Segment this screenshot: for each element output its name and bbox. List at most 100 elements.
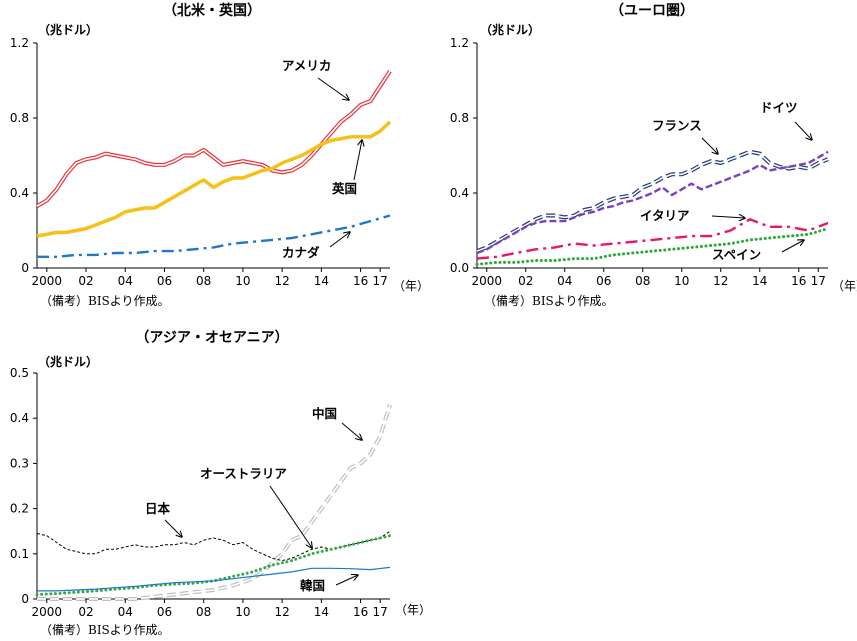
arrow-italy [711,216,745,218]
x-tick-label: 10 [235,605,250,619]
x-tick-label: 04 [118,274,133,288]
annotation-label-australia: オーストラリア [200,466,287,481]
x-tick-label: 12 [274,605,289,619]
plot-area: 0 0.4 0.8 1.2 2000 02 04 06 08 10 12 14 16 17 [10,36,392,288]
x-axis-unit-label: （年） [393,279,429,293]
panel-title: （ユーロ圏） [610,3,694,19]
series-line-3 [35,534,392,596]
y-tick-label: 0.8 [450,111,469,125]
y-tick-label: 0.8 [10,111,29,125]
annotation-arrows [701,121,812,253]
annotation-label-spain: スペイン [712,247,761,262]
annotation-label-uk: 英国 [332,181,357,196]
x-tick-label: 02 [78,605,93,619]
x-tick-label: 12 [713,274,728,288]
series-line-2 [36,530,391,562]
panel-title: （アジア・オセアニア） [135,330,288,346]
arrow-france [701,137,718,154]
y-tick-label: 0.4 [10,186,29,200]
y-tick-label: 0.0 [450,261,469,275]
source-note: （備考）BISより作成。 [40,293,170,308]
x-tick-label: 2000 [32,274,63,288]
y-tick-label: 0 [21,261,29,275]
x-tick-label: 06 [157,605,172,619]
annotation-label-usa: アメリカ [282,58,331,73]
panel-title: （北米・英国） [163,2,261,19]
annotation-label-italy: イタリア [640,208,690,223]
y-axis-unit-label: （兆ドル） [480,22,540,37]
x-tick-label: 02 [78,274,93,288]
arrow-australia [269,485,312,548]
x-tick-label: 17 [811,274,826,288]
series-line-2 [476,150,829,255]
series-line-3 [37,214,391,258]
x-axis-unit-label: （年） [395,603,431,617]
panel-north-america-uk: （北米・英国） （兆ドル） （年） （備考）BISより作成。 アメリカ 英国 カ… [10,2,429,308]
x-tick-label: 14 [314,274,329,288]
series-line-1-inner [37,404,391,600]
x-tick-label: 06 [596,274,611,288]
x-tick-label: 08 [196,605,211,619]
source-note: （備考）BISより作成。 [40,622,170,637]
annotation-label-china: 中国 [312,406,337,421]
arrow-korea [335,575,358,586]
y-tick-label: 0.4 [450,186,469,200]
annotation-label-korea: 韓国 [300,578,325,593]
y-axis-unit-label: （兆ドル） [38,22,98,37]
annotation-label-japan: 日本 [145,501,171,516]
x-tick-label: 10 [674,274,689,288]
y-tick-label: 0.1 [10,547,29,561]
annotation-arrows [317,77,362,248]
x-tick-label: 2000 [471,274,502,288]
x-tick-label: 16 [353,274,368,288]
series-line-3 [476,218,829,260]
y-tick-label: 0 [21,592,29,606]
annotation-arrows [164,422,362,586]
annotation-label-germany: ドイツ [760,100,798,115]
x-tick-label: 06 [157,274,172,288]
x-tick-label: 16 [353,605,368,619]
series-line-2 [36,120,392,238]
x-tick-label: 08 [196,274,211,288]
y-tick-label: 0.5 [10,366,29,380]
arrow-germany [794,121,812,140]
series-line-4 [37,566,391,592]
y-tick-label: 0.3 [10,456,29,470]
y-tick-label: 1.2 [10,36,29,50]
series-line-1-inner [36,70,391,207]
x-tick-label: 04 [557,274,572,288]
y-tick-label: 0.2 [10,502,29,516]
x-axis-unit-label: （年） [832,279,857,293]
plot-area: 0 0.1 0.2 0.3 0.4 0.5 2000 02 04 06 08 10 12 14 16 17 [10,366,392,619]
y-tick-label: 0.4 [10,411,29,425]
x-tick-label: 02 [518,274,533,288]
x-tick-label: 08 [635,274,650,288]
annotation-label-canada: カナダ [282,245,320,260]
y-axis-unit-label: （兆ドル） [38,354,98,369]
arrow-usa [317,77,349,100]
y-tick-label: 1.2 [450,36,469,50]
plot-area: 0.0 0.4 0.8 1.2 2000 02 04 06 08 10 12 14 16 17 [450,36,830,288]
arrow-uk [353,140,362,181]
arrow-spain [781,240,804,253]
series-line-1 [476,149,829,253]
panel-euro-area: （ユーロ圏） （兆ドル） （年） （備考）BISより作成。 フランス ドイツ イ… [450,3,857,308]
source-note: （備考）BISより作成。 [484,293,614,308]
arrow-japan [164,519,182,537]
x-tick-label: 12 [274,274,289,288]
panel-asia-oceania: （アジア・オセアニア） （兆ドル） （年） （備考）BISより作成。 中国 日本… [10,330,431,637]
x-tick-label: 17 [373,274,388,288]
x-tick-label: 2000 [32,605,63,619]
series-line-4 [475,227,830,266]
arrow-china [341,422,362,440]
x-tick-label: 16 [791,274,806,288]
arrow-canada [329,232,350,248]
x-tick-label: 14 [752,274,767,288]
x-tick-label: 17 [373,605,388,619]
x-tick-label: 04 [118,605,133,619]
annotation-label-france: フランス [652,118,702,133]
x-tick-label: 10 [235,274,250,288]
series-line-1-inner [476,151,829,252]
x-tick-label: 14 [314,605,329,619]
